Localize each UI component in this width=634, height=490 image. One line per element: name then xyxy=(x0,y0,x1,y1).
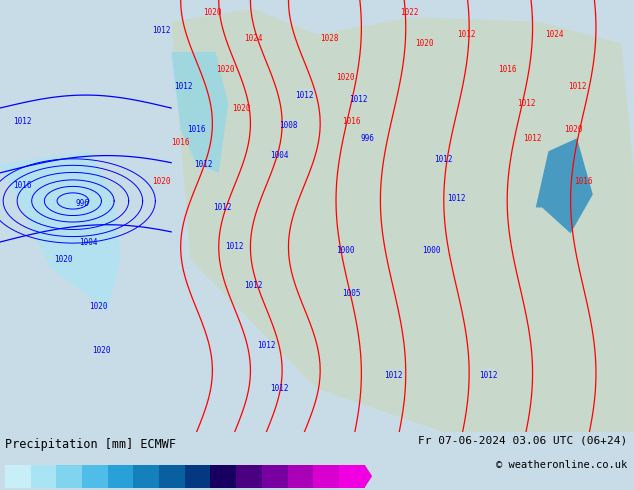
Text: 1016: 1016 xyxy=(187,125,206,134)
Text: 1012: 1012 xyxy=(517,99,536,108)
Text: Precipitation [mm] ECMWF: Precipitation [mm] ECMWF xyxy=(5,438,176,451)
Bar xyxy=(82,465,108,488)
Text: 1012: 1012 xyxy=(257,341,276,350)
Bar xyxy=(5,465,30,488)
Text: 1016: 1016 xyxy=(342,117,361,125)
Text: 1012: 1012 xyxy=(174,82,193,91)
Text: 1012: 1012 xyxy=(212,203,231,212)
Text: 1016: 1016 xyxy=(171,138,190,147)
Text: 1000: 1000 xyxy=(336,246,355,255)
Polygon shape xyxy=(171,52,228,173)
Bar xyxy=(262,465,287,488)
Text: 1012: 1012 xyxy=(152,26,171,35)
Text: 1012: 1012 xyxy=(295,91,314,99)
Text: 1012: 1012 xyxy=(384,371,403,381)
Text: 1020: 1020 xyxy=(564,125,583,134)
Text: 1000: 1000 xyxy=(422,246,441,255)
Text: 1004: 1004 xyxy=(269,151,288,160)
Text: 1008: 1008 xyxy=(279,121,298,130)
Text: 1016: 1016 xyxy=(574,177,593,186)
Text: 1016: 1016 xyxy=(13,181,32,190)
Text: 1012: 1012 xyxy=(447,195,466,203)
Text: 1020: 1020 xyxy=(336,74,355,82)
Bar xyxy=(185,465,210,488)
Text: 1020: 1020 xyxy=(54,255,73,264)
Text: 1012: 1012 xyxy=(349,95,368,104)
Text: 1012: 1012 xyxy=(479,371,498,381)
Text: 1005: 1005 xyxy=(342,290,361,298)
Bar xyxy=(287,465,313,488)
Text: 1024: 1024 xyxy=(545,30,564,39)
Text: 996: 996 xyxy=(75,198,89,208)
Text: 1012: 1012 xyxy=(244,281,263,290)
Polygon shape xyxy=(365,465,372,488)
Bar xyxy=(30,465,56,488)
Text: Fr 07-06-2024 03.06 UTC (06+24): Fr 07-06-2024 03.06 UTC (06+24) xyxy=(418,435,628,445)
Bar xyxy=(133,465,159,488)
Text: 1022: 1022 xyxy=(399,8,418,18)
Text: 1012: 1012 xyxy=(225,242,244,251)
Text: 1020: 1020 xyxy=(152,177,171,186)
Bar xyxy=(159,465,185,488)
Text: 1020: 1020 xyxy=(203,8,222,18)
Text: 1012: 1012 xyxy=(456,30,476,39)
Text: 1012: 1012 xyxy=(193,160,212,169)
Text: 1012: 1012 xyxy=(434,155,453,165)
Bar xyxy=(210,465,236,488)
Polygon shape xyxy=(536,138,593,233)
Polygon shape xyxy=(171,9,634,432)
Bar xyxy=(313,465,339,488)
Text: 1016: 1016 xyxy=(498,65,517,74)
Text: 1020: 1020 xyxy=(92,345,111,355)
Text: © weatheronline.co.uk: © weatheronline.co.uk xyxy=(496,460,628,470)
Text: 1020: 1020 xyxy=(415,39,434,48)
Text: 1024: 1024 xyxy=(244,34,263,44)
Bar xyxy=(236,465,262,488)
Text: 1012: 1012 xyxy=(13,117,32,125)
Bar xyxy=(339,465,365,488)
Text: 1012: 1012 xyxy=(523,134,542,143)
Text: 1004: 1004 xyxy=(79,238,98,246)
Text: 1012: 1012 xyxy=(269,385,288,393)
Text: 1028: 1028 xyxy=(320,34,339,44)
Polygon shape xyxy=(0,151,120,311)
Text: 1012: 1012 xyxy=(567,82,586,91)
Bar xyxy=(108,465,133,488)
Text: 996: 996 xyxy=(361,134,375,143)
Bar xyxy=(56,465,82,488)
Polygon shape xyxy=(0,0,634,432)
Text: 1020: 1020 xyxy=(216,65,235,74)
Text: 1020: 1020 xyxy=(89,302,108,311)
Text: 1020: 1020 xyxy=(231,103,250,113)
